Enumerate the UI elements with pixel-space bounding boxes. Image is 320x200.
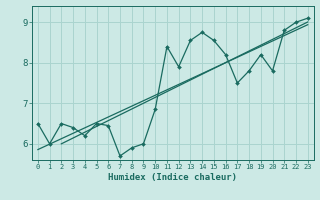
X-axis label: Humidex (Indice chaleur): Humidex (Indice chaleur) [108, 173, 237, 182]
